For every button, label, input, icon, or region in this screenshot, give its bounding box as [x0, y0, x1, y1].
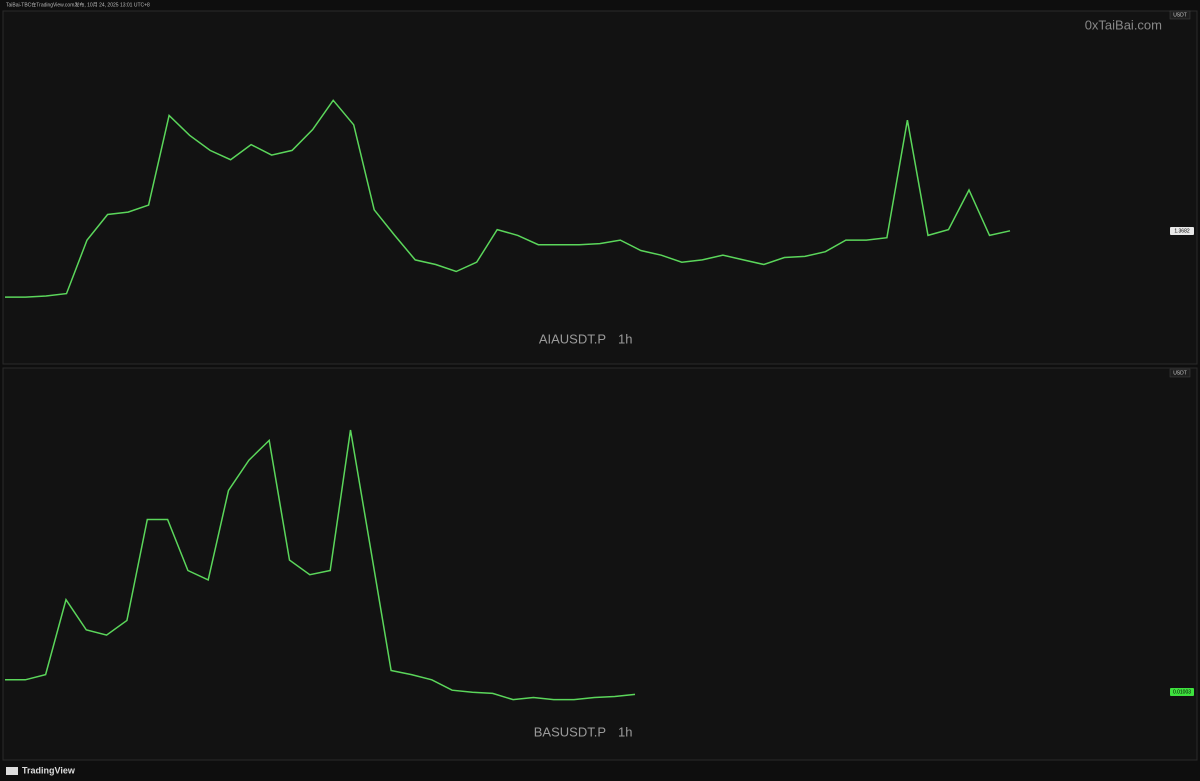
panel-bottom [2, 367, 1198, 761]
panel-top [2, 10, 1198, 365]
last-price: 0.01003 [1173, 689, 1191, 695]
price-line [5, 429, 636, 701]
currency-box [1169, 368, 1191, 378]
logo: TradingView [22, 765, 76, 775]
logo-icon [6, 767, 18, 775]
price-line [5, 99, 1011, 298]
symbol: AIAUSDT.P [539, 331, 606, 346]
last-price: 1.3682 [1174, 228, 1190, 234]
last-price-tag [1170, 688, 1194, 697]
watermark: 0xTaiBai.com [1085, 17, 1162, 32]
interval: 1h [618, 724, 632, 739]
currency: USDT [1173, 12, 1187, 18]
currency: USDT [1173, 370, 1187, 376]
caption: TaiBai-TBC在TradingView.com发布, 10月 24, 20… [6, 1, 150, 8]
interval: 1h [618, 331, 632, 346]
symbol: BASUSDT.P [534, 724, 606, 739]
last-price-tag [1170, 226, 1194, 235]
currency-box [1169, 10, 1191, 20]
